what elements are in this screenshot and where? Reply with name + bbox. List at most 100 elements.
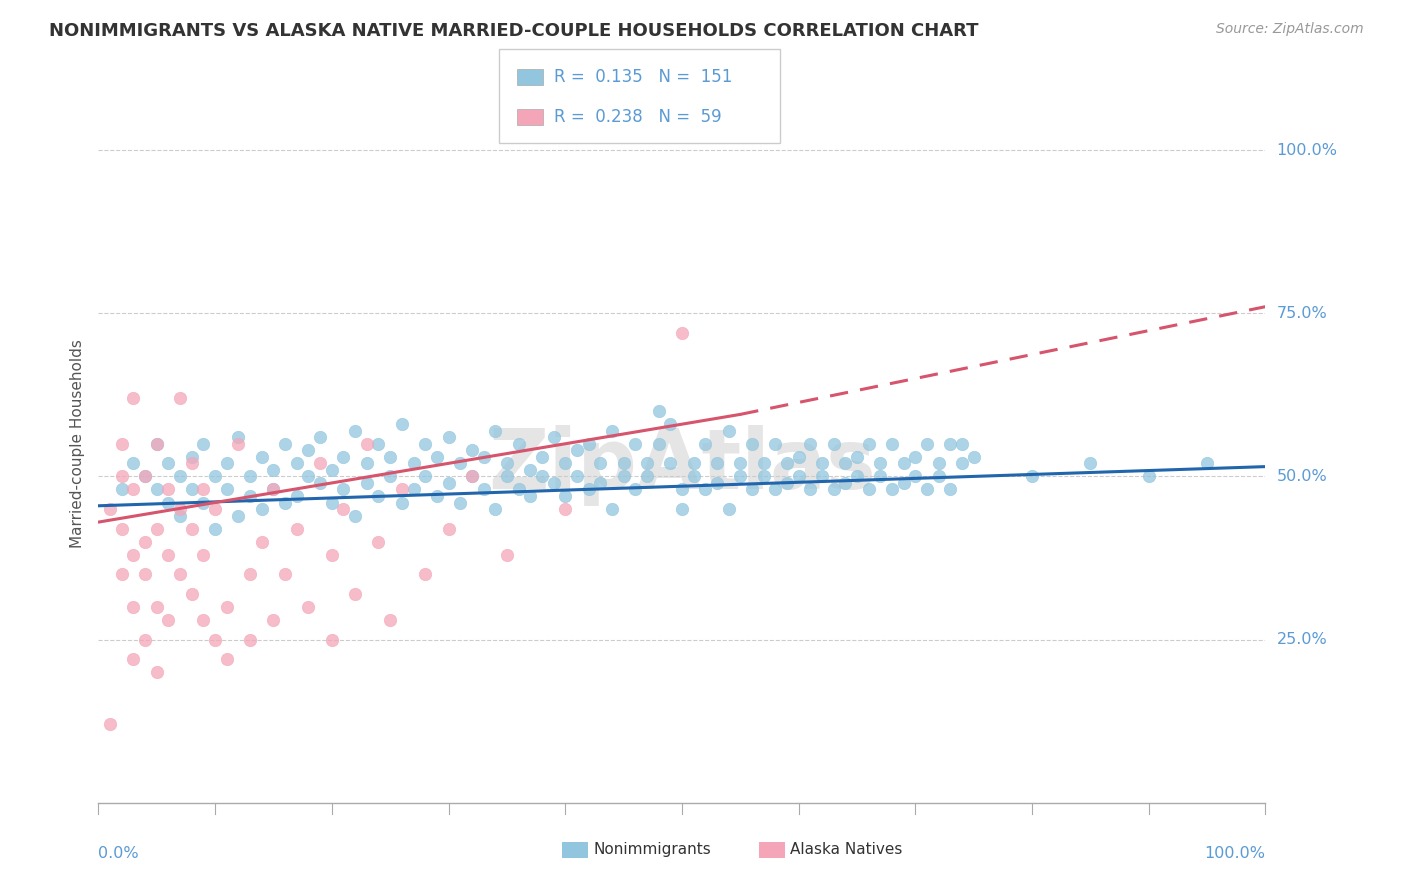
Point bbox=[215, 599, 238, 614]
Point bbox=[939, 483, 962, 497]
Point bbox=[146, 436, 169, 450]
Point bbox=[367, 436, 389, 450]
Point bbox=[869, 469, 891, 483]
Point bbox=[215, 456, 238, 470]
Point bbox=[437, 430, 460, 444]
Point bbox=[461, 469, 484, 483]
Point bbox=[613, 469, 636, 483]
Point bbox=[823, 436, 845, 450]
Point bbox=[950, 456, 973, 470]
Point bbox=[309, 475, 332, 490]
Point bbox=[204, 469, 226, 483]
Point bbox=[98, 502, 121, 516]
Point bbox=[799, 436, 821, 450]
Point bbox=[682, 469, 704, 483]
Point bbox=[565, 469, 588, 483]
Point bbox=[741, 483, 763, 497]
Point bbox=[695, 483, 717, 497]
Point bbox=[321, 495, 343, 509]
Point bbox=[426, 450, 449, 464]
Point bbox=[146, 599, 169, 614]
Point bbox=[437, 475, 460, 490]
Point bbox=[776, 456, 799, 470]
Point bbox=[519, 489, 541, 503]
Point bbox=[776, 475, 799, 490]
Point bbox=[285, 456, 308, 470]
Point bbox=[589, 456, 612, 470]
Text: ZipAtlas: ZipAtlas bbox=[488, 425, 876, 506]
Point bbox=[297, 443, 319, 458]
Point bbox=[332, 502, 354, 516]
Point bbox=[706, 475, 728, 490]
Point bbox=[530, 469, 553, 483]
Point bbox=[752, 456, 775, 470]
Point bbox=[484, 424, 506, 438]
Point bbox=[134, 632, 156, 647]
Point bbox=[823, 483, 845, 497]
Point bbox=[915, 436, 938, 450]
Point bbox=[332, 450, 354, 464]
Point bbox=[496, 469, 519, 483]
Text: NONIMMIGRANTS VS ALASKA NATIVE MARRIED-COUPLE HOUSEHOLDS CORRELATION CHART: NONIMMIGRANTS VS ALASKA NATIVE MARRIED-C… bbox=[49, 22, 979, 40]
Point bbox=[530, 450, 553, 464]
Point bbox=[449, 456, 471, 470]
Point bbox=[380, 450, 402, 464]
Point bbox=[122, 652, 145, 666]
Point bbox=[508, 436, 530, 450]
Text: 0.0%: 0.0% bbox=[98, 846, 139, 861]
Point bbox=[904, 450, 927, 464]
Point bbox=[122, 456, 145, 470]
Point bbox=[344, 424, 367, 438]
Point bbox=[928, 469, 950, 483]
Point bbox=[437, 522, 460, 536]
Point bbox=[706, 456, 728, 470]
Point bbox=[111, 436, 134, 450]
Point bbox=[239, 489, 262, 503]
Point bbox=[146, 436, 169, 450]
Point bbox=[169, 508, 191, 523]
Text: 25.0%: 25.0% bbox=[1277, 632, 1327, 647]
Point bbox=[671, 483, 693, 497]
Point bbox=[636, 456, 658, 470]
Point bbox=[215, 652, 238, 666]
Point bbox=[380, 469, 402, 483]
Point bbox=[659, 456, 682, 470]
Point bbox=[157, 495, 180, 509]
Point bbox=[962, 450, 984, 464]
Point bbox=[297, 469, 319, 483]
Point bbox=[496, 548, 519, 562]
Point bbox=[600, 502, 623, 516]
Y-axis label: Married-couple Households: Married-couple Households bbox=[69, 339, 84, 549]
Point bbox=[426, 489, 449, 503]
Point bbox=[647, 436, 669, 450]
Point bbox=[193, 613, 215, 627]
Point bbox=[111, 522, 134, 536]
Point bbox=[496, 456, 519, 470]
Point bbox=[950, 436, 973, 450]
Point bbox=[554, 456, 576, 470]
Point bbox=[799, 483, 821, 497]
Point bbox=[1080, 456, 1102, 470]
Point bbox=[834, 456, 856, 470]
Point bbox=[169, 469, 191, 483]
Point bbox=[413, 469, 436, 483]
Point bbox=[449, 495, 471, 509]
Point bbox=[484, 502, 506, 516]
Point bbox=[134, 534, 156, 549]
Point bbox=[543, 430, 565, 444]
Point bbox=[763, 483, 786, 497]
Point bbox=[589, 475, 612, 490]
Point bbox=[880, 483, 903, 497]
Point bbox=[180, 483, 202, 497]
Point bbox=[309, 456, 332, 470]
Point bbox=[356, 475, 378, 490]
Point bbox=[285, 522, 308, 536]
Point bbox=[846, 469, 869, 483]
Text: 50.0%: 50.0% bbox=[1277, 469, 1327, 483]
Point bbox=[554, 489, 576, 503]
Point bbox=[228, 430, 250, 444]
Point bbox=[122, 599, 145, 614]
Point bbox=[193, 495, 215, 509]
Point bbox=[297, 599, 319, 614]
Point bbox=[472, 483, 495, 497]
